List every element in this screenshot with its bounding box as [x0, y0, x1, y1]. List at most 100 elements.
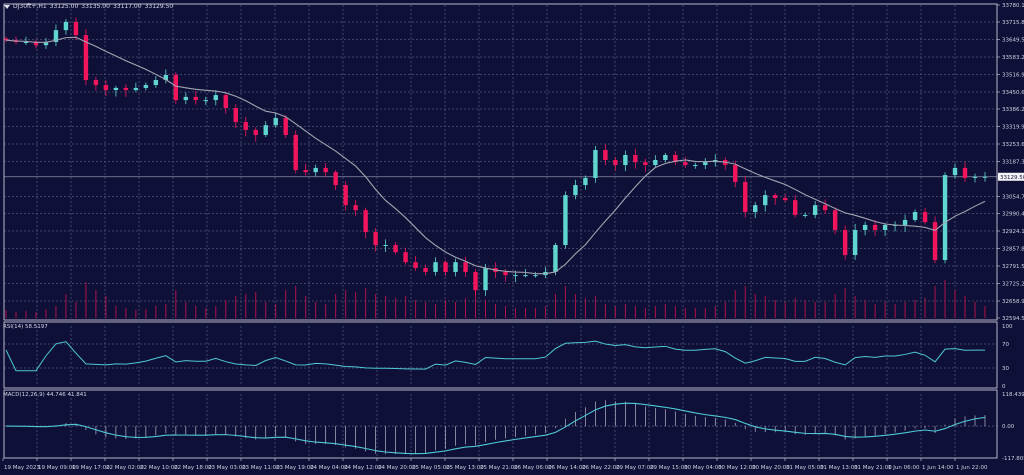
- bearish-candle: [932, 222, 938, 261]
- bullish-candle: [912, 212, 918, 220]
- x-tick-label: 31 May 21:00: [854, 465, 892, 471]
- bullish-candle: [163, 74, 169, 81]
- bullish-candle: [133, 87, 139, 91]
- bearish-candle: [783, 198, 788, 201]
- bearish-candle: [233, 108, 238, 122]
- macd-axis-label: 118.439: [1002, 392, 1024, 398]
- bearish-candle: [413, 262, 418, 268]
- x-tick-label: 23 May 11:00: [242, 465, 280, 471]
- bearish-candle: [832, 210, 838, 230]
- price-axis-label: 33386.25: [1002, 107, 1024, 113]
- rsi-axis-label: 70: [1002, 342, 1009, 348]
- bullish-candle: [143, 85, 149, 88]
- bullish-candle: [663, 154, 668, 161]
- bullish-candle: [942, 175, 948, 261]
- bearish-candle: [193, 96, 199, 101]
- panel-border: [3, 3, 998, 321]
- rsi-axis-label: 0: [1002, 384, 1006, 390]
- bullish-candle: [852, 229, 858, 256]
- bullish-candle: [862, 224, 868, 230]
- price-axis-label: 33319.95: [1002, 124, 1024, 130]
- moving-average-line: [5, 36, 986, 275]
- bearish-candle: [792, 200, 798, 215]
- bearish-candle: [503, 271, 508, 276]
- bullish-candle: [203, 100, 208, 102]
- bullish-candle: [23, 41, 29, 43]
- open-value: 33125.00: [49, 3, 79, 10]
- bearish-candle: [283, 118, 288, 135]
- bullish-candle: [703, 162, 708, 166]
- bearish-candle: [872, 224, 878, 230]
- bearish-candle: [423, 267, 428, 272]
- bullish-candle: [263, 125, 268, 135]
- price-axis-label: 33187.35: [1002, 160, 1024, 166]
- x-tick-label: 31 May 13:00: [820, 465, 858, 471]
- bullish-candle: [982, 176, 988, 178]
- bullish-candle: [763, 195, 768, 206]
- bullish-candle: [313, 167, 318, 173]
- macd-signal-line: [5, 402, 986, 455]
- price-axis-label: 32990.40: [1002, 211, 1024, 217]
- x-tick-label: 31 May 05:00: [786, 465, 824, 471]
- bullish-candle: [583, 177, 588, 186]
- bearish-candle: [303, 170, 308, 173]
- triangle-down-icon[interactable]: [4, 4, 10, 9]
- bullish-candle: [533, 275, 538, 277]
- bearish-candle: [343, 185, 348, 206]
- x-tick-label: 1 Jun 06:00: [888, 465, 920, 471]
- bullish-candle: [693, 165, 698, 167]
- price-axis-label: 33715.80: [1002, 20, 1024, 26]
- x-tick-label: 30 May 04:00: [684, 465, 722, 471]
- bearish-candle: [643, 162, 648, 166]
- bearish-candle: [93, 80, 99, 86]
- price-axis-label: 32658.90: [1002, 299, 1024, 305]
- x-tick-label: 19 May 2023: [4, 465, 40, 471]
- x-tick-label: 24 May 04:00: [310, 465, 348, 471]
- x-tick-label: 23 May 03:00: [208, 465, 246, 471]
- bullish-candle: [902, 219, 908, 225]
- macd-label: MACD(12,26,9) 44.746 41.841: [3, 392, 87, 398]
- x-tick-label: 26 May 14:00: [548, 465, 586, 471]
- bullish-candle: [573, 185, 578, 196]
- bearish-candle: [773, 195, 778, 199]
- bullish-candle: [513, 275, 518, 277]
- x-tick-label: 26 May 06:00: [514, 465, 552, 471]
- bearish-candle: [323, 167, 328, 173]
- bullish-candle: [273, 118, 278, 126]
- bearish-candle: [443, 262, 448, 272]
- bullish-candle: [753, 205, 758, 213]
- bullish-candle: [812, 205, 818, 215]
- price-axis-label: 32725.20: [1002, 282, 1024, 288]
- bullish-candle: [483, 267, 488, 291]
- x-tick-label: 1 Jun 22:00: [956, 465, 988, 471]
- bearish-candle: [403, 252, 408, 263]
- price-axis-label: 32924.10: [1002, 229, 1024, 235]
- bearish-candle: [363, 210, 368, 233]
- bullish-candle: [183, 96, 189, 101]
- bearish-candle: [822, 205, 828, 211]
- bullish-candle: [593, 149, 598, 178]
- bearish-candle: [743, 181, 748, 213]
- bearish-candle: [962, 167, 968, 178]
- bullish-candle: [53, 30, 59, 42]
- bearish-candle: [473, 271, 478, 291]
- bullish-candle: [553, 245, 558, 272]
- bullish-candle: [563, 195, 568, 246]
- bearish-candle: [373, 232, 378, 246]
- rsi-line: [5, 340, 986, 372]
- bearish-candle: [603, 149, 608, 161]
- bearish-candle: [733, 165, 738, 182]
- bullish-candle: [882, 224, 888, 230]
- price-axis-label: 33583.20: [1002, 55, 1024, 61]
- bullish-candle: [383, 245, 388, 247]
- symbol-label: DJ30ft+,H1: [13, 3, 47, 10]
- rsi-label: RSI(14) 58.5197: [3, 324, 48, 330]
- price-axis-label: 33516.90: [1002, 72, 1024, 78]
- bullish-candle: [43, 41, 49, 46]
- bearish-candle: [613, 160, 618, 166]
- rsi-axis-label: 100: [1002, 324, 1013, 330]
- x-tick-label: 30 May 12:00: [718, 465, 756, 471]
- price-axis-label: 33780.15: [1002, 3, 1024, 9]
- panel-border: [3, 321, 998, 389]
